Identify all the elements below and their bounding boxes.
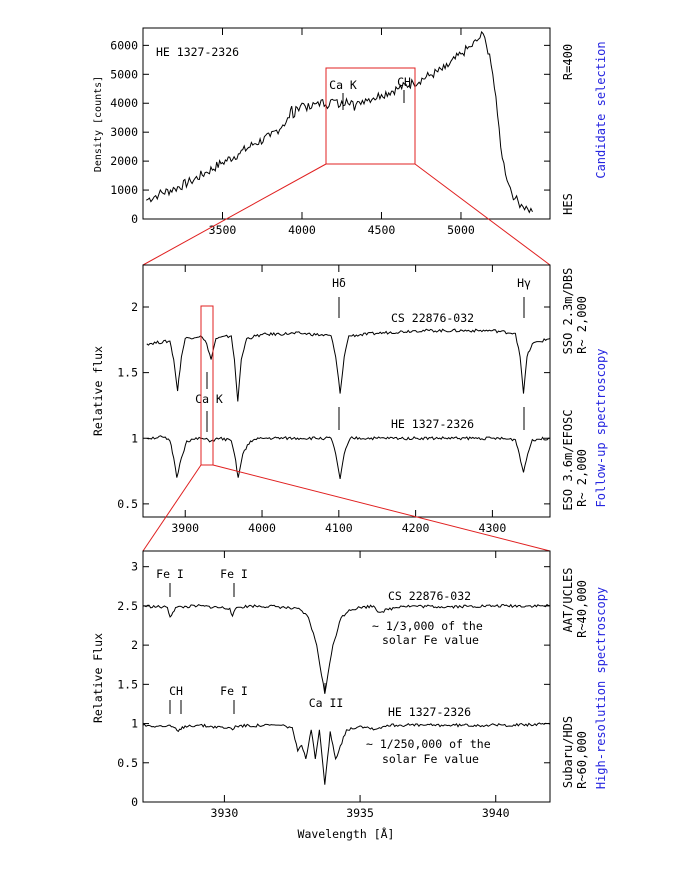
x-axis-ticks: 3930 3935 3940 — [211, 551, 510, 820]
y-tick-label: 0 — [131, 795, 138, 809]
marker-label-fe-i: Fe I — [156, 567, 184, 581]
note-he-line1: ~ 1/250,000 of the — [366, 737, 491, 751]
x-tick-label: 3935 — [346, 806, 374, 820]
series-label-cs: CS 22876-032 — [391, 311, 474, 325]
zoom-box — [200, 305, 214, 466]
x-tick-label: 4000 — [288, 223, 316, 237]
panel-high-resolution: 0 0.5 1 1.5 2 2.5 3 3930 3935 3940 Relative Flux… — [91, 550, 608, 841]
annotation-ch: CH — [397, 75, 411, 89]
right-label-subaru-r: R~60,000 — [575, 731, 589, 789]
side-label: Follow-up spectroscopy — [594, 349, 608, 508]
marker-label-ch: CH — [169, 684, 183, 698]
marker-label-fe-i: Fe I — [220, 684, 248, 698]
zoom-line-left — [142, 163, 327, 266]
y-tick-label: 1.5 — [117, 677, 138, 691]
x-tick-label: 3930 — [211, 806, 239, 820]
marker-label-ca-ii: Ca II — [309, 696, 344, 710]
right-label-eso-r: R~ 2,000 — [575, 449, 589, 507]
spectrum-line — [145, 30, 533, 214]
y-tick-label: 2 — [131, 300, 138, 314]
y-axis-ticks: 0 1000 2000 3000 4000 5000 6000 — [110, 38, 550, 226]
x-tick-label: 4500 — [368, 223, 396, 237]
plot-frame — [142, 27, 551, 220]
panel-follow-up: 0.5 1 1.5 2 3900 4000 4100 4200 4300 Relative f… — [91, 264, 608, 535]
y-axis-label: Relative flux — [91, 346, 105, 436]
y-tick-label: 1 — [131, 431, 138, 445]
x-axis-ticks: 3900 4000 4100 4200 4300 — [171, 265, 506, 535]
marker-label-fe-i: Fe I — [220, 567, 248, 581]
note-cs-line2: solar Fe value — [382, 633, 479, 647]
right-label-subaru: Subaru/HDS — [561, 716, 575, 788]
x-tick-label: 4200 — [402, 521, 430, 535]
zoom-box — [325, 67, 416, 165]
y-tick-label: 0.5 — [117, 756, 138, 770]
right-label-sso: SSO 2.3m/DBS — [561, 268, 575, 355]
spectrum-line-cs — [146, 328, 551, 402]
series-label-cs: CS 22876-032 — [388, 589, 471, 603]
series-label-he: HE 1327-2326 — [388, 705, 471, 719]
zoom-line-right — [414, 163, 551, 266]
y-axis-ticks: 0.5 1 1.5 2 — [117, 300, 550, 511]
panel-candidate-selection: 0 1000 2000 3000 4000 5000 6000 3500 4000 4500 50… — [93, 27, 608, 237]
y-tick-label: 2 — [131, 638, 138, 652]
y-tick-label: 0.5 — [117, 497, 138, 511]
x-tick-label: 3900 — [171, 521, 199, 535]
spectrum-line-he — [142, 722, 551, 785]
spectrum-line-cs — [143, 603, 551, 694]
marker-label-hdelta: Hδ — [332, 276, 346, 290]
y-tick-label: 1 — [131, 717, 138, 731]
zoom-line-left — [142, 464, 202, 552]
series-label-he: HE 1327-2326 — [391, 417, 474, 431]
marker-label-ca-k: Ca K — [195, 392, 223, 406]
plot-frame — [142, 264, 551, 518]
x-axis-label: Wavelength [Å] — [298, 826, 395, 841]
plot-frame — [142, 550, 551, 803]
x-tick-label: 4000 — [248, 521, 276, 535]
x-tick-label: 5000 — [447, 223, 475, 237]
y-tick-label: 0 — [131, 212, 138, 226]
y-tick-label: 4000 — [110, 96, 138, 110]
y-tick-label: 1000 — [110, 183, 138, 197]
right-label-r: R=400 — [561, 44, 575, 80]
side-label: Candidate selection — [594, 41, 608, 178]
x-axis-ticks: 3500 4000 4500 5000 — [209, 28, 475, 237]
note-cs-line1: ~ 1/3,000 of the — [372, 619, 483, 633]
spectrum-line-he — [146, 435, 550, 479]
annotation-ca-k: Ca K — [329, 78, 357, 92]
y-tick-label: 2.5 — [117, 599, 138, 613]
right-label-sso-r: R~ 2,000 — [575, 296, 589, 354]
y-tick-label: 5000 — [110, 67, 138, 81]
x-tick-label: 4300 — [479, 521, 507, 535]
y-axis-ticks: 0 0.5 1 1.5 2 2.5 3 — [117, 560, 550, 809]
x-tick-label: 3500 — [209, 223, 237, 237]
marker-label-hgamma: Hγ — [517, 276, 531, 290]
y-tick-label: 2000 — [110, 154, 138, 168]
x-tick-label: 3940 — [482, 806, 510, 820]
y-tick-label: 6000 — [110, 38, 138, 52]
y-axis-label: Density [counts] — [93, 76, 104, 172]
right-label-hes: HES — [561, 193, 575, 215]
y-tick-label: 3000 — [110, 125, 138, 139]
right-label-aat-r: R~40,000 — [575, 580, 589, 638]
side-label: High-resolution spectroscopy — [594, 587, 608, 789]
y-tick-label: 3 — [131, 560, 138, 574]
x-tick-label: 4100 — [325, 521, 353, 535]
panel-title: HE 1327-2326 — [156, 45, 239, 59]
y-tick-label: 1.5 — [117, 366, 138, 380]
note-he-line2: solar Fe value — [382, 752, 479, 766]
zoom-line-right — [212, 464, 551, 552]
right-label-eso: ESO 3.6m/EFOSC — [561, 409, 575, 510]
right-label-aat: AAT/UCLES — [561, 567, 575, 632]
y-axis-label: Relative Flux — [91, 633, 105, 723]
